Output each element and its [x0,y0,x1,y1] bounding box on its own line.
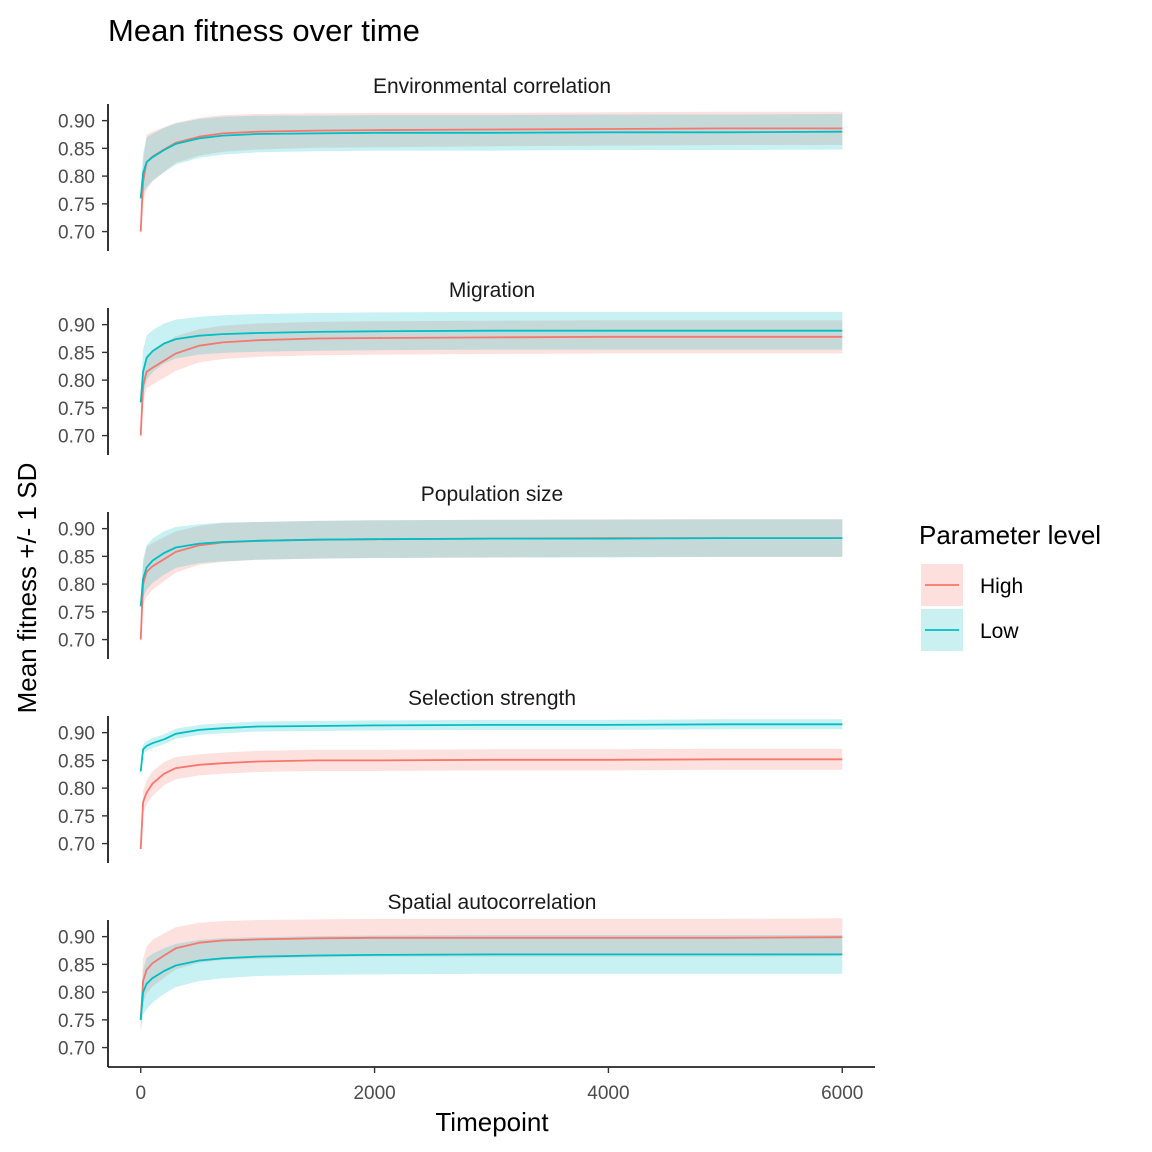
series-line-high [139,335,843,436]
ribbon-low [140,935,843,1031]
facet-strip-label: Spatial autocorrelation [388,891,597,914]
y-tick-label: 0.80 [58,371,95,392]
facet-panel: Population size 0.70 0.75 0.80 0.85 0.90 [58,483,843,659]
facet-panel: Migration 0.70 0.75 0.80 0.85 0.90 [58,279,843,455]
series-line-high [139,936,843,1020]
y-tick-label: 0.75 [58,399,95,420]
legend: Parameter level High Low [919,520,1101,651]
facet-panels: Environmental correlation 0.70 0.75 0.80 0.8… [58,75,875,1104]
y-tick-label: 0.75 [58,807,95,828]
series-line-low [139,723,843,772]
y-tick-label: 0.90 [58,112,95,133]
facet-strip-label: Population size [421,483,563,506]
y-tick-label: 0.70 [58,223,95,244]
facet-panel: Spatial autocorrelation 0.70 0.75 0.80 0.85 0… [58,891,843,1067]
y-tick-label: 0.85 [58,343,95,364]
series-line-high [139,758,843,850]
y-tick-label: 0.80 [58,167,95,188]
legend-item-low: Low [921,609,1019,651]
x-axis-title: Timepoint [435,1107,549,1137]
y-tick-label: 0.90 [58,316,95,337]
x-axis: 0 2000 4000 6000 [108,1066,875,1104]
legend-label: Low [980,620,1019,643]
legend-title: Parameter level [919,520,1101,550]
facet-strip-label: Environmental correlation [373,75,611,98]
y-tick-label: 0.90 [58,520,95,541]
y-tick-label: 0.85 [58,139,95,160]
y-tick-label: 0.70 [58,1039,95,1060]
ribbon-low [140,519,843,618]
y-axis-title: Mean fitness +/- 1 SD [12,463,42,714]
ribbon-high [140,111,843,238]
x-tick-label: 4000 [587,1083,629,1104]
series-line-low [139,130,843,199]
x-tick-label: 2000 [353,1083,395,1104]
legend-label: High [980,575,1023,598]
chart-title: Mean fitness over time [108,13,420,48]
series-line-low [139,537,843,607]
facet-strip-label: Migration [449,279,535,302]
series-line-low [139,953,843,1020]
y-tick-label: 0.75 [58,195,95,216]
y-tick-label: 0.85 [58,751,95,772]
x-tick-label: 6000 [821,1083,863,1104]
y-tick-label: 0.75 [58,603,95,624]
y-tick-label: 0.90 [58,928,95,949]
y-tick-label: 0.85 [58,547,95,568]
y-tick-label: 0.85 [58,955,95,976]
y-tick-label: 0.70 [58,835,95,856]
y-tick-label: 0.70 [58,631,95,652]
y-tick-label: 0.70 [58,427,95,448]
ribbon-high [140,748,843,852]
x-tick-label: 0 [135,1083,146,1104]
y-tick-label: 0.80 [58,983,95,1004]
ribbon-high [140,519,843,646]
ribbon-high [140,918,843,1031]
y-tick-label: 0.80 [58,575,95,596]
ribbon-high [140,320,843,442]
facet-panel: Environmental correlation 0.70 0.75 0.80 0.8… [58,75,843,251]
facet-strip-label: Selection strength [408,687,576,710]
y-tick-label: 0.75 [58,1011,95,1032]
y-tick-label: 0.90 [58,724,95,745]
ribbon-low [140,311,843,414]
series-line-low [139,329,843,403]
y-tick-label: 0.80 [58,779,95,800]
legend-item-high: High [921,564,1023,606]
ribbon-low [140,114,843,210]
facet-panel: Selection strength 0.70 0.75 0.80 0.85 0.90 [58,687,843,863]
